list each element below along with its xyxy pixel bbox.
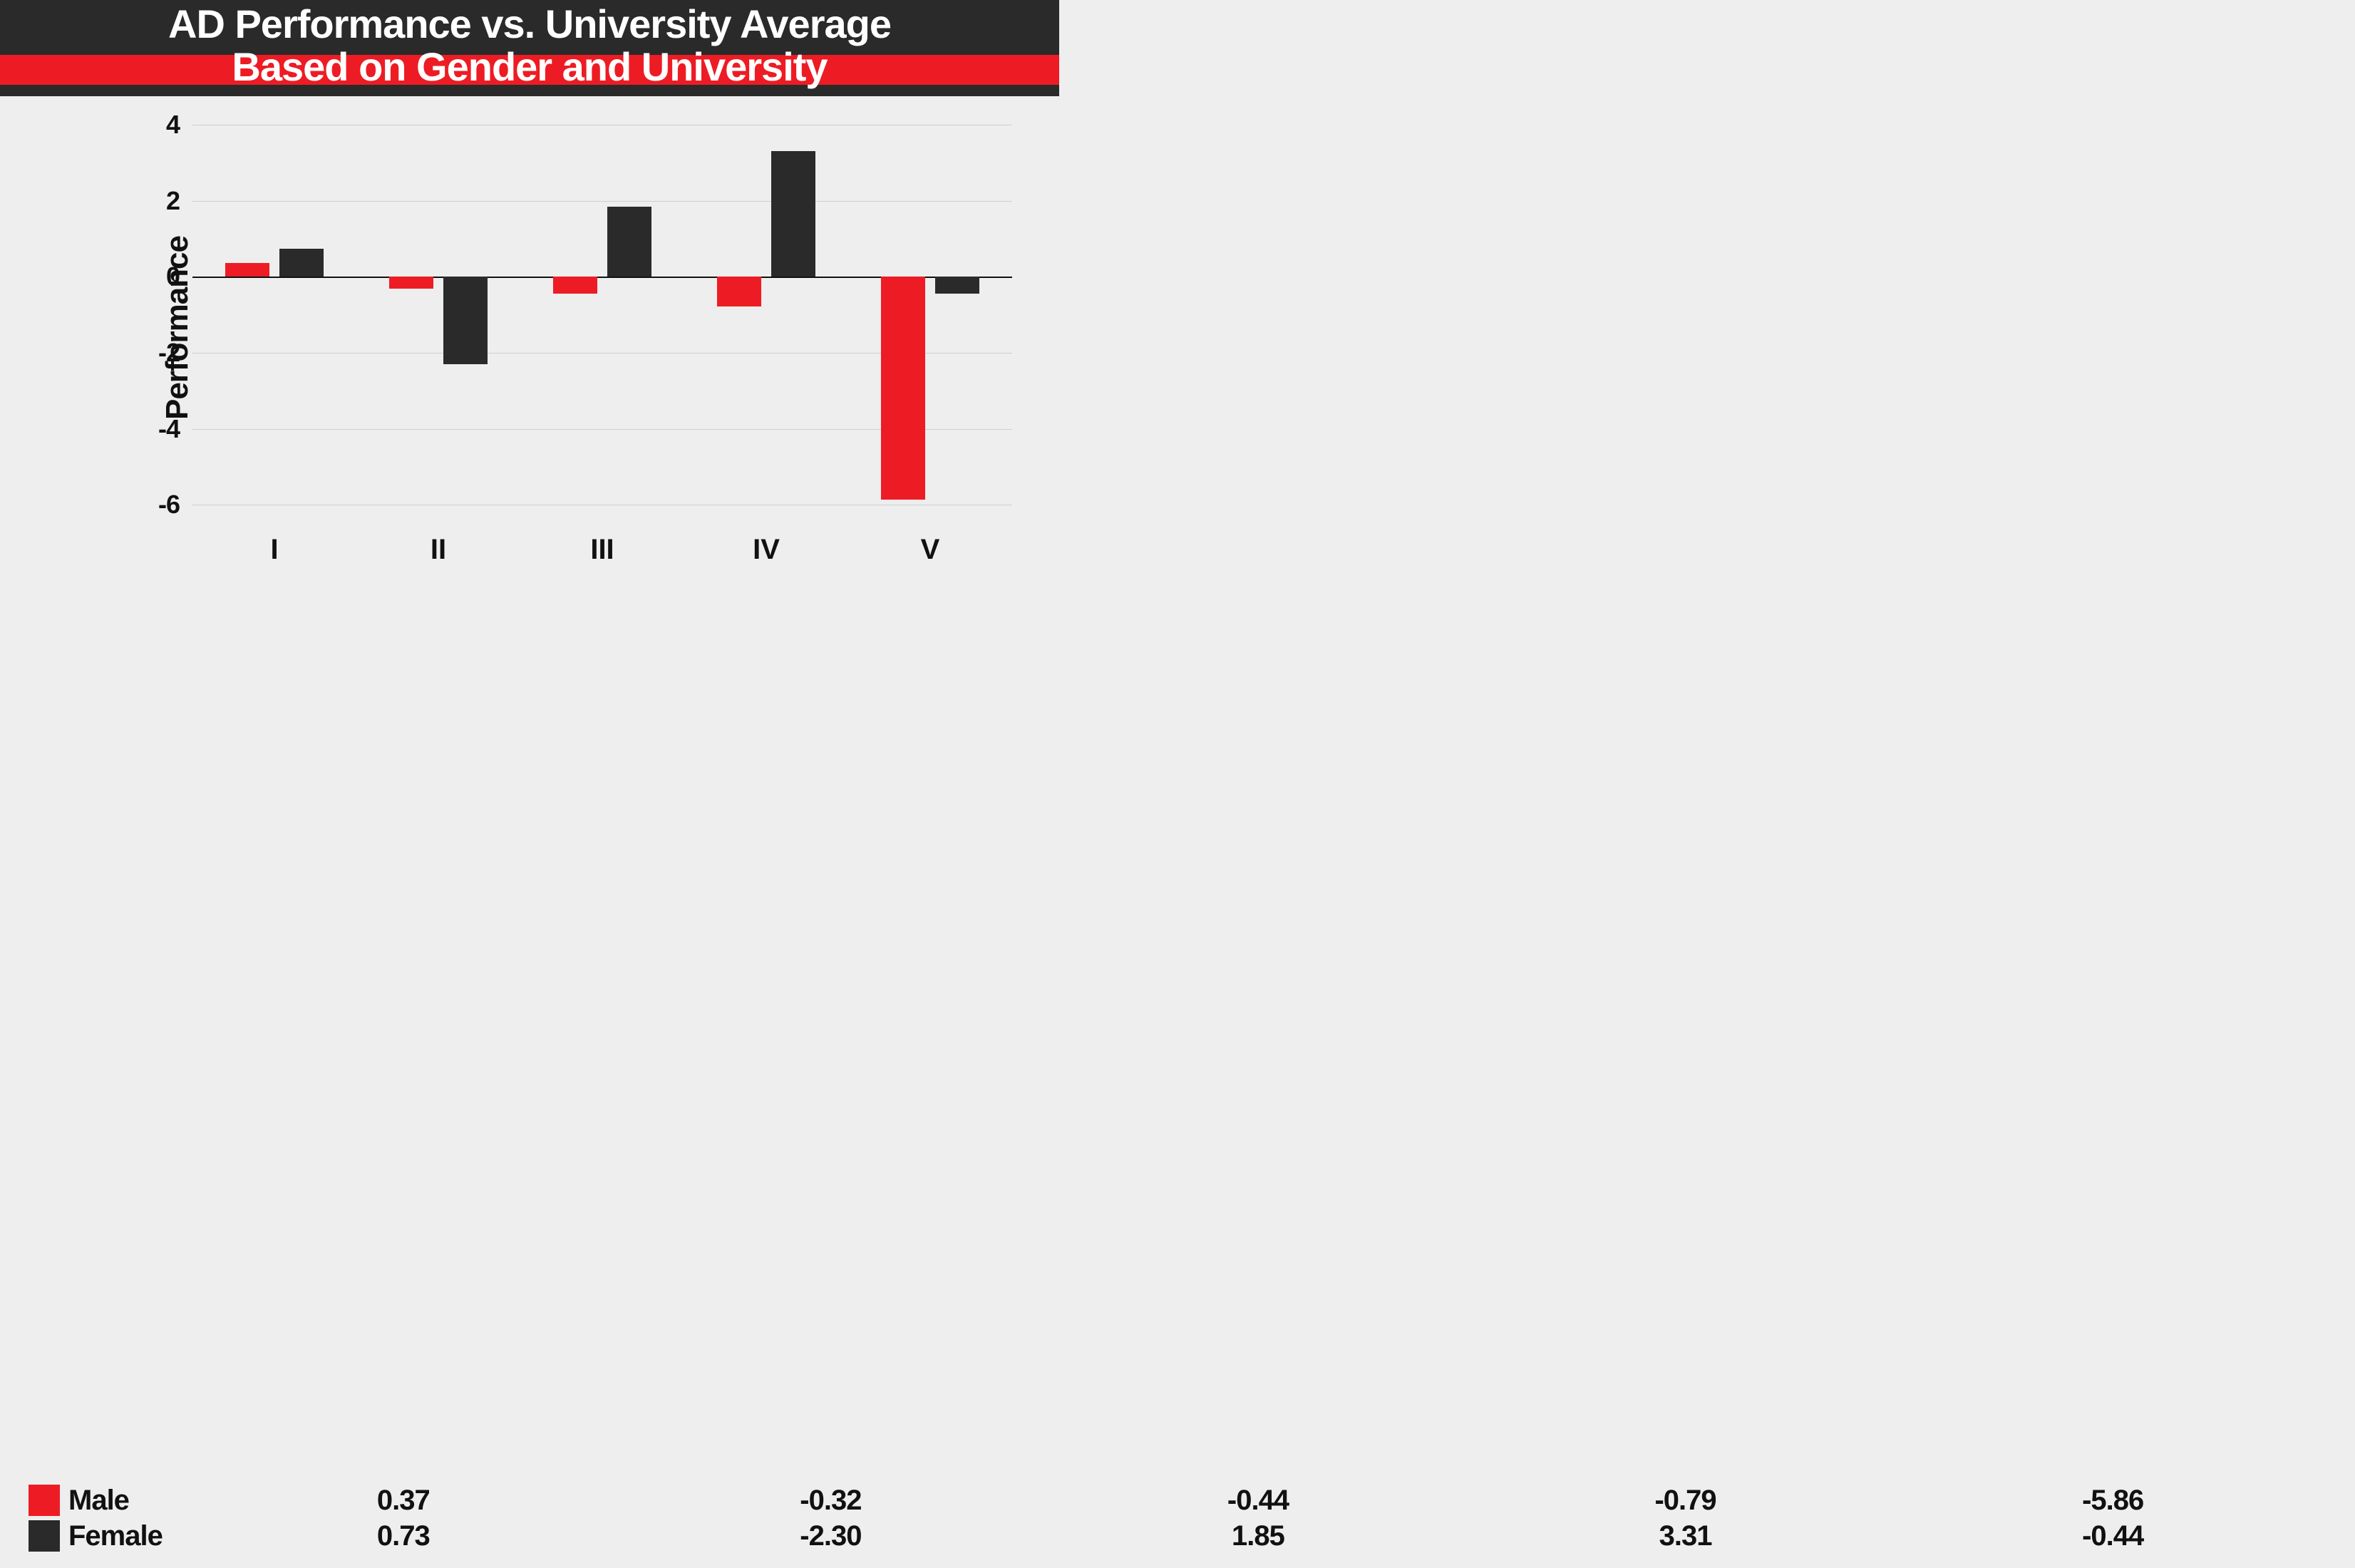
bar-male-I [225, 263, 269, 277]
legend-value: 0.37 [190, 1485, 617, 1517]
y-tick-label: -4 [158, 414, 180, 444]
bar-female-III [607, 207, 651, 277]
chart-area: Performance 420-2-4-6IIIIIIIVV [0, 96, 1059, 559]
legend-value: -0.32 [617, 1485, 1045, 1517]
legend-label: Male [68, 1485, 190, 1517]
bar-male-IV [717, 277, 761, 306]
legend-row-male: Male0.37-0.32-0.44-0.79-5.86 [29, 1482, 2326, 1518]
category-label: III [590, 534, 614, 566]
legend-swatch-female [29, 1520, 60, 1552]
y-tick-label: -2 [158, 338, 180, 368]
bar-female-IV [771, 151, 815, 277]
page-title: AD Performance vs. University Average Ba… [0, 3, 1059, 96]
legend-value: -0.44 [1899, 1520, 2326, 1552]
category-label: IV [753, 534, 780, 566]
legend-value: -0.44 [1044, 1485, 1472, 1517]
legend-data-table: Male0.37-0.32-0.44-0.79-5.86Female0.73-2… [29, 1482, 2326, 1554]
legend-value: -0.79 [1472, 1485, 1900, 1517]
y-tick-label: -6 [158, 490, 180, 520]
legend-value: -2.30 [617, 1520, 1045, 1552]
legend-value: 0.73 [190, 1520, 617, 1552]
legend-swatch-male [29, 1485, 60, 1516]
bar-male-III [553, 277, 597, 293]
legend-label: Female [68, 1520, 190, 1552]
legend-value: 1.85 [1044, 1520, 1472, 1552]
legend-value: -5.86 [1899, 1485, 2326, 1517]
bar-female-V [935, 277, 979, 293]
category-label: V [921, 534, 940, 566]
category-label: I [270, 534, 278, 566]
bar-female-I [279, 249, 324, 277]
plot-region: 420-2-4-6IIIIIIIVV [192, 125, 1012, 524]
category-label: II [431, 534, 446, 566]
title-line-2: Based on Gender and University [232, 44, 827, 89]
legend-value: 3.31 [1472, 1520, 1900, 1552]
y-tick-label: 0 [166, 262, 180, 292]
y-tick-label: 4 [166, 110, 180, 140]
bar-female-II [443, 277, 488, 364]
title-line-1: AD Performance vs. University Average [168, 1, 891, 46]
legend-row-female: Female0.73-2.301.853.31-0.44 [29, 1518, 2326, 1554]
header: AD Performance vs. University Average Ba… [0, 0, 1059, 96]
grid-line [192, 201, 1012, 202]
bar-male-II [389, 277, 433, 289]
y-tick-label: 2 [166, 186, 180, 216]
bar-male-V [881, 277, 925, 500]
